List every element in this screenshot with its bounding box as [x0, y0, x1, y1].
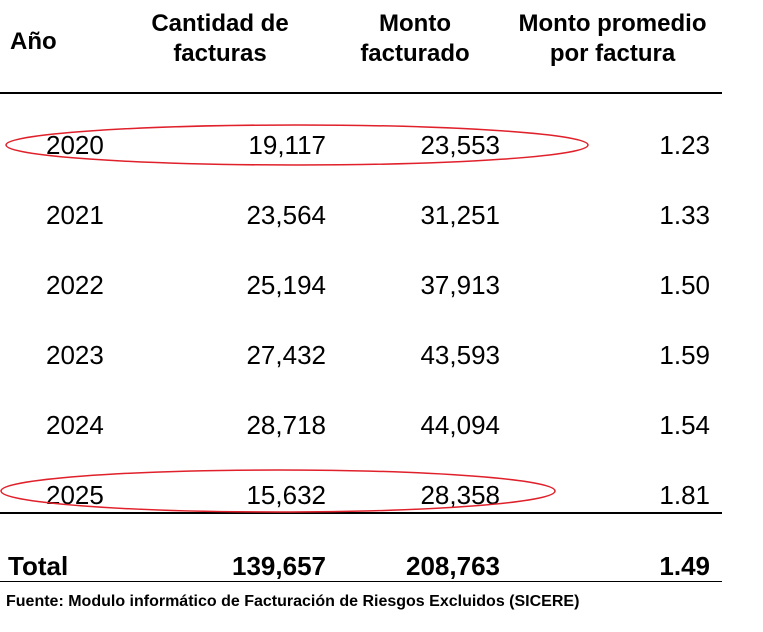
header-divider: [0, 92, 722, 94]
cell-average: 1.33: [659, 200, 710, 230]
header-quantity: Cantidad de facturas: [140, 9, 300, 69]
total-amount: 208,763: [406, 551, 500, 581]
source-note: Fuente: Modulo informático de Facturació…: [6, 593, 580, 610]
header-amount-line1: Monto: [379, 10, 451, 37]
cell-quantity: 28,718: [246, 410, 326, 440]
table-row: 2025 15,632 28,358 1.81: [0, 475, 722, 515]
cell-amount: 37,913: [420, 270, 500, 300]
table-row: 2021 23,564 31,251 1.33: [0, 195, 722, 235]
total-row: Total 139,657 208,763 1.49: [0, 546, 722, 586]
header-year: Año: [10, 27, 57, 57]
header-amount-line2: facturado: [360, 40, 470, 67]
table-row: 2023 27,432 43,593 1.59: [0, 335, 722, 375]
header-quantity-line1: Cantidad de: [151, 10, 289, 37]
cell-year: 2020: [46, 130, 104, 160]
cell-quantity: 19,117: [248, 130, 326, 160]
cell-amount: 28,358: [420, 480, 500, 510]
total-divider: [0, 512, 722, 514]
cell-average: 1.59: [659, 340, 710, 370]
header-average-line1: Monto promedio: [518, 10, 707, 37]
cell-amount: 31,251: [420, 200, 500, 230]
header-average-line2: por factura: [549, 40, 676, 67]
cell-year: 2024: [46, 410, 104, 440]
header-quantity-line2: facturas: [173, 40, 267, 67]
table-row: 2022 25,194 37,913 1.50: [0, 265, 722, 305]
cell-amount: 43,593: [420, 340, 500, 370]
cell-year: 2023: [46, 340, 104, 370]
table-row: 2024 28,718 44,094 1.54: [0, 405, 722, 445]
total-label: Total: [8, 551, 69, 581]
header-average: Monto promedio por factura: [505, 9, 720, 69]
cell-year: 2021: [46, 200, 104, 230]
cell-quantity: 23,564: [246, 200, 326, 230]
total-average: 1.49: [659, 551, 710, 581]
cell-quantity: 25,194: [246, 270, 326, 300]
cell-quantity: 27,432: [246, 340, 326, 370]
table-row: 2020 19,117 23,553 1.23: [0, 125, 722, 165]
cell-average: 1.23: [659, 130, 710, 160]
cell-year: 2025: [46, 480, 104, 510]
cell-amount: 44,094: [420, 410, 500, 440]
cell-year: 2022: [46, 270, 104, 300]
header-amount: Monto facturado: [345, 9, 485, 69]
cell-quantity: 15,632: [246, 480, 326, 510]
header-year-label: Año: [10, 28, 57, 55]
cell-average: 1.81: [659, 480, 710, 510]
cell-average: 1.54: [659, 410, 710, 440]
bottom-divider: [0, 581, 722, 582]
cell-amount: 23,553: [420, 130, 500, 160]
total-quantity: 139,657: [232, 551, 326, 581]
cell-average: 1.50: [659, 270, 710, 300]
